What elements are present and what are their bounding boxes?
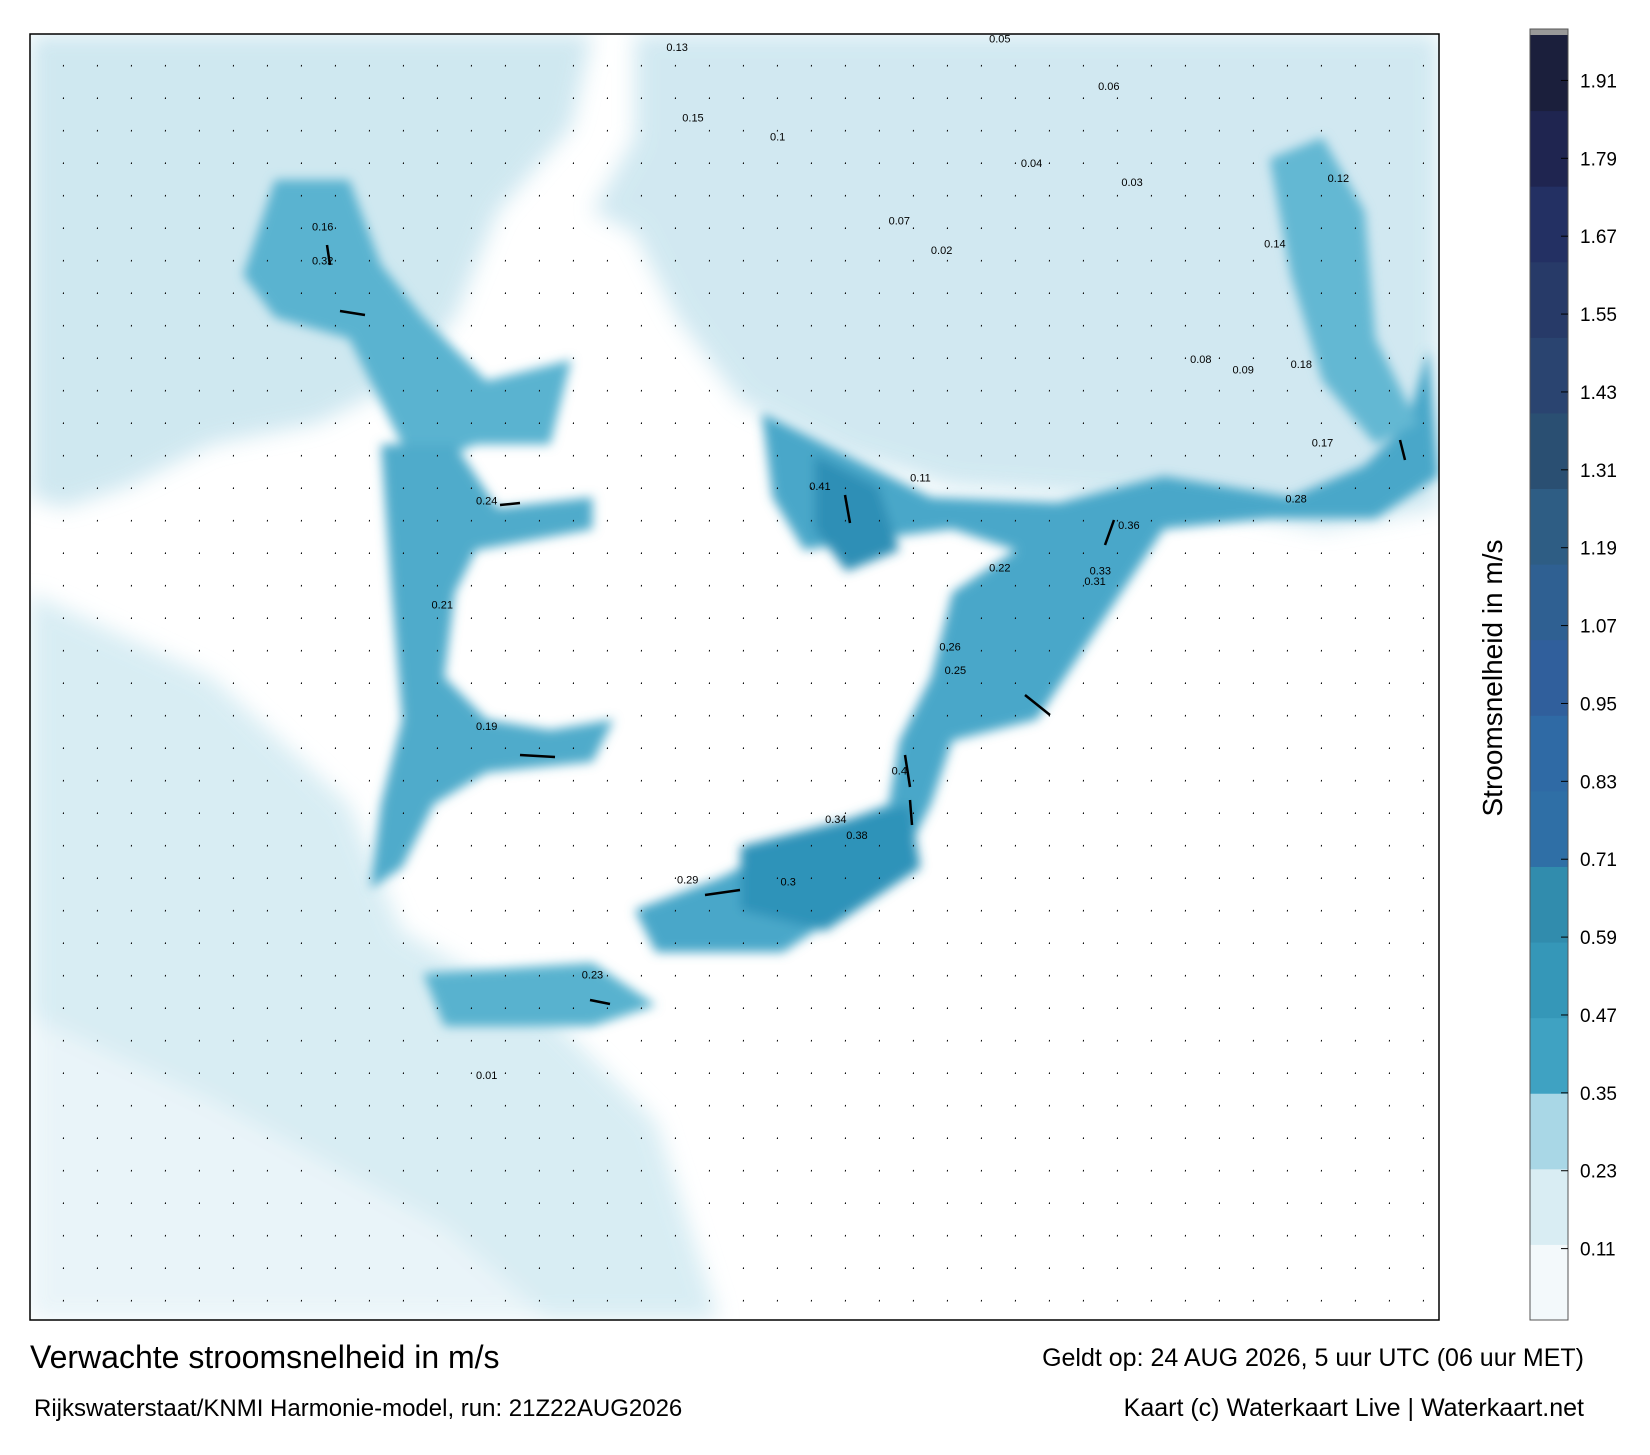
speed-label: 0.41 — [809, 481, 830, 493]
speed-label: 0.22 — [989, 562, 1010, 574]
colorbar-tick-label: 0.95 — [1580, 694, 1617, 715]
speed-label: 0.12 — [1328, 173, 1349, 185]
map-frame — [29, 33, 1440, 1321]
speed-label: 0.26 — [939, 642, 960, 654]
colorbar-tick-label: 0.47 — [1580, 1006, 1617, 1027]
current-arrows — [325, 244, 1407, 1006]
speed-label: 0.32 — [312, 256, 333, 268]
title: Verwachte stroomsnelheid in m/s — [30, 1339, 500, 1375]
colorbar-band — [1530, 1093, 1568, 1170]
speed-label: 0.06 — [1098, 81, 1119, 93]
speed-label: 0.31 — [1084, 576, 1105, 588]
speed-label: 0.01 — [476, 1070, 497, 1082]
colorbar-band — [1530, 942, 1568, 1019]
colorbar-tick-label: 1.19 — [1580, 539, 1617, 560]
colorbar-band — [1530, 564, 1568, 641]
speed-label: 0.33 — [1090, 565, 1111, 577]
colorbar-tick-label: 0.11 — [1580, 1240, 1616, 1261]
speed-label: 0.23 — [582, 970, 603, 982]
credit: Kaart (c) Waterkaart Live | Waterkaart.n… — [1124, 1394, 1584, 1422]
speed-label: 0.18 — [1291, 359, 1312, 371]
speed-label: 0.4 — [892, 765, 907, 777]
colorbar-band — [1530, 110, 1568, 187]
colorbar-band — [1530, 337, 1568, 414]
colorbar-band — [1530, 639, 1568, 716]
colorbar-frame — [1529, 28, 1569, 1321]
speed-label: 0.04 — [1021, 158, 1042, 170]
speed-label: 0.16 — [312, 222, 333, 234]
speed-label: 0.38 — [846, 830, 867, 842]
colorbar-tick-label: 1.43 — [1580, 383, 1617, 404]
colorbar-tick-label: 1.67 — [1580, 227, 1617, 248]
speed-label: 0.08 — [1190, 354, 1211, 366]
speed-label: 0.28 — [1285, 494, 1306, 506]
colorbar-band — [1530, 715, 1568, 792]
colorbar-tick-label: 0.59 — [1580, 928, 1617, 949]
map: 0.41 0.36 0.34 0.32 0.3 0.29 0.24 0.23 0.22 0.28 0… — [30, 33, 1439, 1320]
speed-label: 0.24 — [476, 496, 497, 508]
speed-label: 0.13 — [666, 42, 687, 54]
colorbar-tick-label: 1.31 — [1580, 461, 1617, 482]
speed-label: 0.21 — [432, 599, 453, 611]
colorbar-tick-label: 1.91 — [1580, 71, 1617, 92]
colorbar-tick-label: 0.83 — [1580, 772, 1617, 793]
colorbar-band — [1530, 412, 1568, 490]
speed-label: 0.19 — [476, 721, 497, 733]
speed-label: 0.25 — [945, 665, 966, 677]
speed-label: 0.11 — [910, 472, 931, 484]
colorbar-band — [1530, 866, 1568, 943]
speed-label: 0.3 — [781, 877, 796, 889]
colorbar-tick-label: 1.55 — [1580, 305, 1617, 326]
colorbar-tick-label: 1.79 — [1580, 149, 1617, 170]
colorbar-band — [1530, 488, 1568, 565]
subtitle: Rijkswaterstaat/KNMI Harmonie-model, run… — [34, 1395, 682, 1422]
speed-label: 0.17 — [1312, 437, 1333, 449]
colorbar-band — [1530, 1244, 1568, 1321]
speed-label: 0.05 — [989, 33, 1010, 45]
colorbar: 0.11 0.23 0.35 0.47 0.59 0.71 0.83 0.95 1.07 1.19… — [1529, 28, 1617, 1321]
colorbar-band — [1530, 1017, 1568, 1094]
speed-labels: 0.41 0.36 0.34 0.32 0.3 0.29 0.24 0.23 0.22 0.28 0… — [312, 33, 1349, 1082]
colorbar-band — [1530, 35, 1568, 112]
speed-label: 0.03 — [1121, 177, 1142, 189]
colorbar-tick-label: 1.07 — [1580, 617, 1617, 638]
colorbar-tick-label: 0.71 — [1580, 850, 1617, 871]
valid-time: Geldt op: 24 AUG 2026, 5 uur UTC (06 uur… — [1042, 1344, 1584, 1372]
colorbar-band — [1530, 261, 1568, 338]
speed-label: 0.02 — [931, 245, 952, 257]
colorbar-band — [1530, 186, 1568, 263]
speed-label: 0.07 — [889, 215, 910, 227]
speed-label: 0.34 — [825, 814, 846, 826]
colorbar-label: Stroomsnelheid in m/s — [1477, 539, 1508, 816]
speed-label: 0.36 — [1118, 520, 1139, 532]
colorbar-cap — [1530, 29, 1568, 35]
speed-label: 0.14 — [1264, 239, 1285, 251]
colorbar-tick-label: 0.23 — [1580, 1162, 1617, 1183]
speed-label: 0.15 — [682, 113, 703, 125]
speed-label: 0.1 — [770, 132, 785, 144]
colorbar-tick-label: 0.35 — [1580, 1084, 1617, 1105]
colorbar-band — [1530, 1168, 1568, 1245]
speed-label: 0.09 — [1232, 364, 1253, 376]
speed-label: 0.29 — [677, 874, 698, 886]
colorbar-band — [1530, 790, 1568, 867]
